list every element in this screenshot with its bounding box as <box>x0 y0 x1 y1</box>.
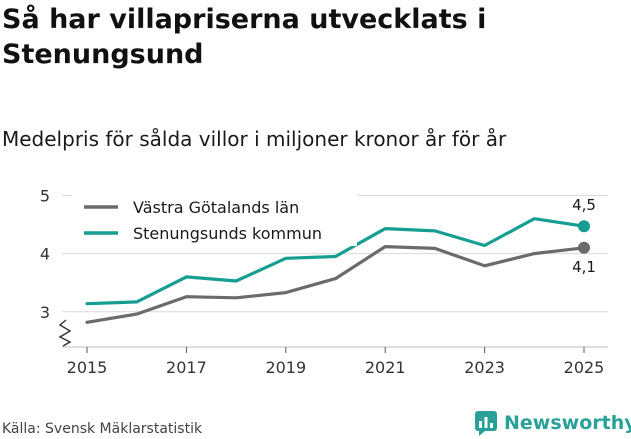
legend-label: Västra Götalands län <box>133 198 299 217</box>
y-tick-label: 3 <box>40 303 50 322</box>
source-note: Källa: Svensk Mäklarstatistik <box>2 421 203 437</box>
line-chart: 3 4 5 2015 2017 2019 2021 2023 2025 Västra Götala… <box>40 186 608 377</box>
end-point-marker <box>578 241 590 254</box>
end-value-label: 4,1 <box>572 258 596 276</box>
series-line-stenungsund <box>85 217 586 306</box>
chart-title: Så har villapriserna utvecklats i Stenun… <box>2 4 487 70</box>
x-tick-label: 2021 <box>365 358 406 377</box>
x-tick-label: 2017 <box>166 358 207 377</box>
end-point-marker <box>578 220 590 233</box>
x-tick-label: 2019 <box>265 358 306 377</box>
brand-name: Newsworthy <box>504 412 631 434</box>
x-tick-label: 2025 <box>564 358 605 377</box>
chart-subtitle: Medelpris för sålda villor i miljoner kr… <box>2 127 507 151</box>
end-value-label: 4,5 <box>572 196 596 214</box>
newsworthy-logo-icon <box>475 411 497 436</box>
y-tick-label: 5 <box>40 186 50 205</box>
legend-label: Stenungsunds kommun <box>133 224 322 243</box>
brand-logo: Newsworthy <box>474 407 631 439</box>
x-tick-label: 2023 <box>464 358 505 377</box>
series-line-vastra-gotaland <box>85 244 586 324</box>
x-tick-label: 2015 <box>67 358 108 377</box>
axis-break-icon <box>58 319 72 347</box>
y-tick-label: 4 <box>40 245 50 264</box>
legend-box <box>72 190 357 246</box>
